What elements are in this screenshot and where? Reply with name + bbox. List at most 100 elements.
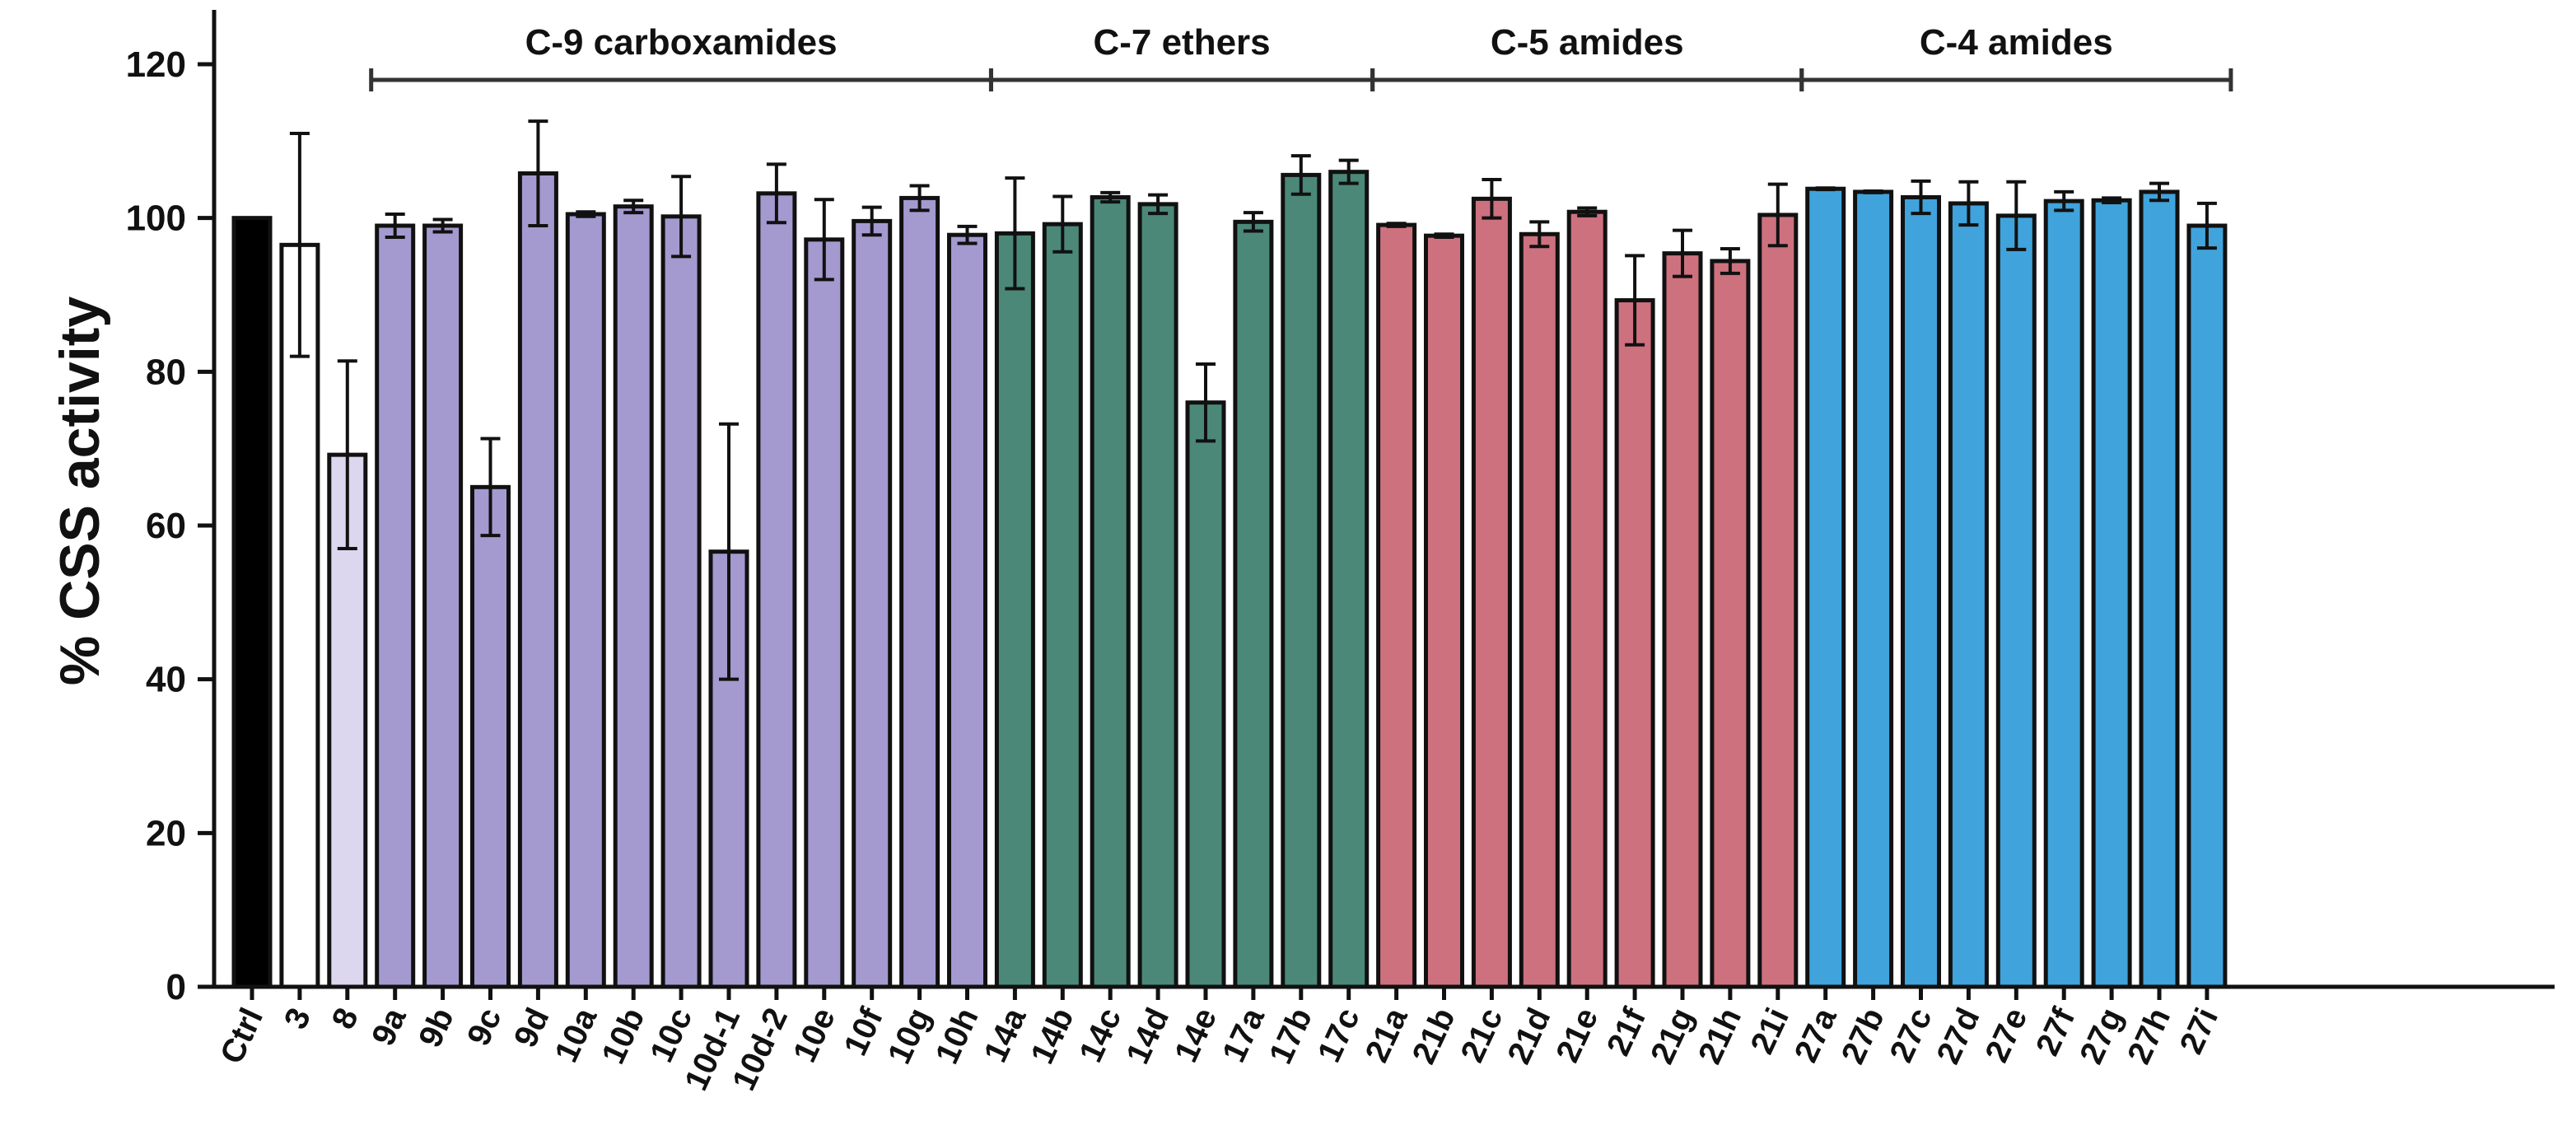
bar-rect [1137, 202, 1178, 989]
x-tick-label: 14b [1024, 1002, 1080, 1069]
bar-rect [660, 214, 702, 989]
bar-rect [804, 237, 845, 989]
bar-21e [1566, 206, 1608, 989]
x-tick-label: 27b [1835, 1002, 1892, 1069]
x-tick-label: 27h [2121, 1002, 2177, 1069]
x-tick-label: 27c [1883, 1002, 1939, 1068]
x-tick-label: 3 [278, 1002, 318, 1035]
bar-27c [1901, 179, 1941, 989]
x-tick-label: 10h [929, 1002, 986, 1069]
y-tick-label: 40 [146, 660, 186, 700]
bar-rect [1376, 222, 1417, 989]
bar-rect [1805, 186, 1846, 989]
bar-rect [1328, 170, 1370, 989]
x-tick-label: 9d [507, 1002, 557, 1053]
bar-14c [1090, 190, 1131, 989]
bar-rect [1566, 209, 1608, 989]
bar-21g [1662, 228, 1703, 989]
bar-8 [327, 359, 368, 989]
bar-rect [2091, 198, 2132, 989]
bar-rect [994, 231, 1035, 989]
x-tick-label: 14c [1072, 1002, 1128, 1068]
x-tick-label: 10a [548, 1002, 604, 1068]
x-tick-label: 10e [786, 1002, 842, 1068]
bar-21a [1376, 222, 1417, 989]
bar-17c [1328, 158, 1370, 989]
group-bracket: C-5 amides [1370, 22, 1804, 91]
bar-rect [1042, 222, 1083, 989]
bar-27g [2091, 196, 2132, 989]
bar-rect [375, 223, 416, 989]
x-tick-label: 17a [1216, 1002, 1272, 1068]
bar-rect [2043, 199, 2084, 989]
bar-27h [2139, 181, 2180, 989]
group-bracket: C-4 amides [1799, 22, 2233, 91]
y-axis: 0 20 40 60 80 100 120 [126, 10, 217, 1007]
bar-rect [1662, 251, 1703, 989]
bar-10b [613, 199, 654, 989]
bar-Ctrl [231, 216, 273, 989]
y-tick-label: 20 [146, 813, 186, 853]
x-tick-label: 10g [881, 1002, 938, 1069]
bar-rect [1710, 259, 1751, 989]
x-tick-label: 21b [1406, 1002, 1463, 1069]
x-tick-label: 17c [1311, 1002, 1367, 1068]
bar-rect [279, 242, 320, 989]
x-tick-label: 27d [1930, 1002, 1987, 1069]
bar-10g [899, 184, 940, 989]
x-tick-label: Ctrl [213, 1002, 270, 1069]
group-bracket: C-9 carboxamides [369, 22, 993, 91]
x-tick-label: 27g [2073, 1002, 2130, 1069]
bar-10e [804, 198, 845, 989]
bar-rect [470, 484, 511, 989]
bar-rect [947, 232, 987, 989]
bar-10f [852, 205, 893, 989]
bar-27i [2186, 201, 2228, 989]
bar-rect [613, 204, 654, 989]
bar-14b [1042, 194, 1083, 989]
bar-rect [756, 191, 797, 989]
x-tick-label: 8 [325, 1002, 366, 1035]
y-tick-label: 100 [126, 199, 186, 239]
y-tick-label: 120 [126, 44, 186, 85]
x-tick-label: 9a [365, 1002, 413, 1052]
x-tick-label: 21h [1692, 1002, 1748, 1069]
bar-rect [1948, 201, 1989, 989]
x-tick-label: 14d [1119, 1002, 1176, 1069]
bar-21b [1424, 232, 1464, 989]
bar-21i [1757, 182, 1799, 989]
bar-27e [1995, 180, 2037, 989]
y-tick-label: 0 [166, 967, 186, 1007]
bar-21h [1710, 247, 1751, 989]
bar-27f [2043, 189, 2084, 989]
x-tick-label: 21c [1454, 1002, 1510, 1068]
bar-rect [1281, 172, 1322, 989]
bar-21c [1471, 178, 1512, 989]
x-tick-label: 21e [1549, 1002, 1605, 1068]
x-tick-label: 9c [460, 1002, 509, 1051]
x-tick-label: 27a [1788, 1002, 1844, 1068]
bar-rect [517, 171, 558, 989]
bar-rect [1471, 196, 1512, 989]
bar-21f [1614, 254, 1655, 989]
bar-rect [2186, 223, 2228, 989]
bar-27a [1805, 186, 1846, 989]
bar-rect [1757, 213, 1799, 989]
bar-rect [1233, 219, 1274, 989]
bar-17b [1281, 154, 1322, 989]
y-axis-title: % CSS activity [49, 297, 111, 686]
bar-rect [1424, 233, 1464, 989]
bar-rect [565, 212, 606, 989]
bar-rect [422, 223, 464, 989]
group-bracket: C-7 ethers [988, 22, 1375, 91]
x-tick-label: 21g [1644, 1002, 1701, 1069]
bar-9b [422, 217, 464, 989]
bars [231, 119, 2228, 989]
bar-27b [1853, 189, 1894, 989]
bar-14e [1185, 362, 1226, 989]
group-label: C-5 amides [1491, 22, 1684, 63]
x-tick-label: 14e [1168, 1002, 1224, 1068]
